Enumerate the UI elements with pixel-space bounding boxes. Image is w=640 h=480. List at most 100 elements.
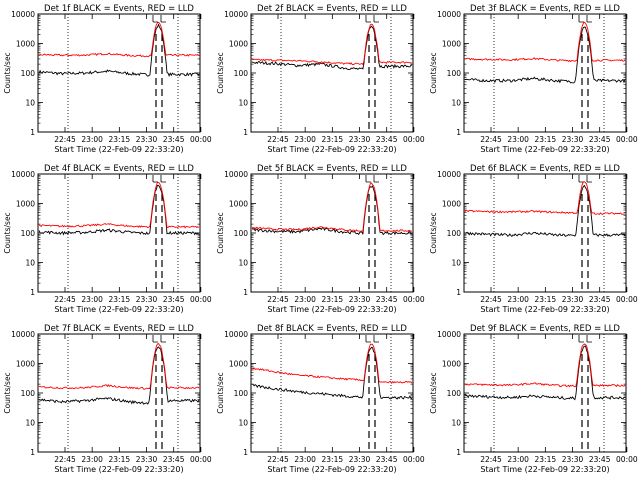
- y-tick-label: 10: [25, 259, 35, 268]
- y-tick-label: 1: [243, 288, 248, 297]
- x-tick-label: 23:00: [81, 295, 103, 304]
- y-tick-label: 1000: [229, 360, 248, 369]
- x-tick-label: 22:45: [267, 455, 289, 464]
- lld-series-line: [251, 23, 413, 66]
- x-tick-label: 22:45: [54, 295, 76, 304]
- panel-title: Det 1f BLACK = Events, RED = LLD: [44, 4, 194, 14]
- d-marker-icon: [578, 335, 592, 343]
- x-tick-label: 23:15: [535, 455, 557, 464]
- x-tick-label: 23:30: [136, 295, 158, 304]
- x-axis-label: Start Time (22-Feb-09 22:33:20): [267, 465, 396, 474]
- events-series-line: [464, 345, 626, 401]
- lld-series-line: [464, 21, 626, 63]
- lld-series-line: [251, 343, 413, 385]
- x-tick-label: 23:30: [562, 135, 584, 144]
- y-tick-label: 100: [447, 389, 462, 398]
- d-marker-icon: [152, 335, 166, 343]
- y-axis-label: Counts/sec: [3, 212, 12, 253]
- d-marker-icon: [152, 175, 166, 183]
- y-tick-label: 1: [456, 448, 461, 457]
- d-marker-icon: [365, 175, 379, 183]
- y-tick-label: 10000: [224, 330, 248, 339]
- y-tick-label: 1000: [16, 200, 35, 209]
- x-tick-label: 22:45: [480, 295, 502, 304]
- y-axis-label: Counts/sec: [429, 212, 438, 253]
- y-tick-label: 10: [25, 419, 35, 428]
- panel-title: Det 4f BLACK = Events, RED = LLD: [44, 164, 194, 174]
- x-tick-label: 23:15: [535, 135, 557, 144]
- y-tick-label: 10000: [11, 10, 35, 19]
- panel-det-2: Det 2f BLACK = Events, RED = LLD 1 10 100 10…: [216, 4, 425, 154]
- x-tick-label: 22:45: [480, 455, 502, 464]
- y-tick-label: 10000: [437, 10, 461, 19]
- y-tick-label: 1000: [16, 360, 35, 369]
- x-tick-label: 00:00: [403, 295, 425, 304]
- lld-series-line: [38, 181, 200, 229]
- plot-frame: [250, 173, 414, 293]
- d-marker-icon: [365, 335, 379, 343]
- panel-title: Det 3f BLACK = Events, RED = LLD: [470, 4, 620, 14]
- panel-det-5: Det 5f BLACK = Events, RED = LLD 1 10 100 10…: [216, 164, 425, 314]
- panel-title: Det 2f BLACK = Events, RED = LLD: [257, 4, 407, 14]
- y-tick-label: 1000: [442, 40, 461, 49]
- plot-frame: [250, 13, 414, 133]
- plot-frame: [463, 13, 627, 133]
- y-axis-label: Counts/sec: [3, 372, 12, 413]
- x-tick-label: 23:30: [136, 455, 158, 464]
- x-axis-label: Start Time (22-Feb-09 22:33:20): [480, 305, 609, 314]
- panel-det-3: Det 3f BLACK = Events, RED = LLD 1 10 100 10…: [429, 4, 638, 154]
- events-series-line: [38, 184, 200, 236]
- x-tick-label: 00:00: [190, 135, 212, 144]
- y-tick-label: 10: [238, 259, 248, 268]
- x-tick-label: 23:15: [535, 295, 557, 304]
- d-marker-icon: [365, 15, 379, 23]
- y-tick-label: 100: [234, 389, 249, 398]
- panel-det-8: Det 8f BLACK = Events, RED = LLD 1 10 100 10…: [216, 324, 425, 474]
- y-tick-label: 100: [21, 69, 36, 78]
- y-axis-label: Counts/sec: [216, 372, 225, 413]
- y-tick-label: 10: [451, 259, 461, 268]
- x-axis-label: Start Time (22-Feb-09 22:33:20): [54, 465, 183, 474]
- y-tick-label: 1: [243, 128, 248, 137]
- panel-title: Det 9f BLACK = Events, RED = LLD: [470, 324, 620, 334]
- y-tick-label: 10000: [224, 10, 248, 19]
- plot-frame: [37, 333, 201, 453]
- y-tick-label: 1000: [16, 40, 35, 49]
- y-tick-label: 10000: [437, 170, 461, 179]
- x-tick-label: 23:45: [376, 455, 398, 464]
- x-tick-label: 23:30: [136, 135, 158, 144]
- panel-det-1: Det 1f BLACK = Events, RED = LLD 1 10 100 10…: [3, 4, 212, 154]
- panel-title: Det 8f BLACK = Events, RED = LLD: [257, 324, 407, 334]
- x-axis-label: Start Time (22-Feb-09 22:33:20): [267, 305, 396, 314]
- x-tick-label: 23:00: [294, 455, 316, 464]
- y-tick-label: 100: [447, 229, 462, 238]
- x-tick-label: 22:45: [480, 135, 502, 144]
- y-tick-label: 10: [451, 419, 461, 428]
- panel-det-9: Det 9f BLACK = Events, RED = LLD 1 10 100 10…: [429, 324, 638, 474]
- x-axis-label: Start Time (22-Feb-09 22:33:20): [54, 305, 183, 314]
- events-series-line: [251, 25, 412, 71]
- x-tick-label: 23:00: [507, 455, 529, 464]
- events-series-line: [251, 185, 413, 236]
- panel-det-4: Det 4f BLACK = Events, RED = LLD 1 10 100 10…: [3, 164, 212, 314]
- y-tick-label: 10: [238, 99, 248, 108]
- x-tick-label: 23:45: [589, 455, 611, 464]
- panel-title: Det 7f BLACK = Events, RED = LLD: [44, 324, 194, 334]
- x-tick-label: 23:15: [322, 295, 344, 304]
- y-tick-label: 1: [30, 288, 35, 297]
- x-tick-label: 00:00: [190, 295, 212, 304]
- y-tick-label: 10000: [224, 170, 248, 179]
- y-axis-label: Counts/sec: [429, 372, 438, 413]
- x-tick-label: 00:00: [403, 455, 425, 464]
- d-marker-icon: [578, 15, 592, 23]
- x-axis-label: Start Time (22-Feb-09 22:33:20): [480, 465, 609, 474]
- x-tick-label: 23:00: [507, 295, 529, 304]
- panel-title: Det 6f BLACK = Events, RED = LLD: [470, 164, 620, 174]
- events-series-line: [464, 184, 626, 238]
- x-tick-label: 23:15: [109, 295, 131, 304]
- lld-series-line: [464, 181, 626, 215]
- y-tick-label: 1: [243, 448, 248, 457]
- y-tick-label: 1: [456, 288, 461, 297]
- y-tick-label: 10000: [11, 330, 35, 339]
